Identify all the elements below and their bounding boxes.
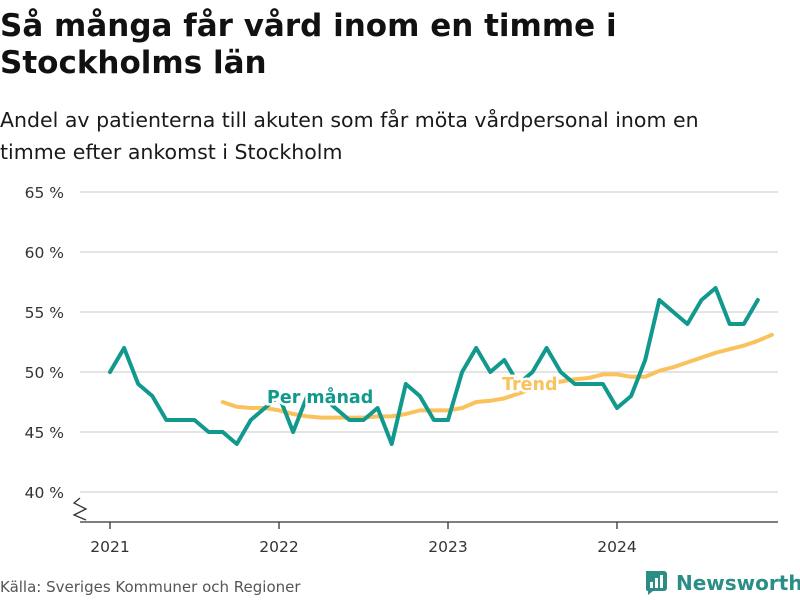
x-tick-label: 2023 <box>428 538 467 556</box>
y-tick-label: 40 % <box>25 484 64 502</box>
series-line-per-manad <box>108 286 760 446</box>
series-line-trend <box>220 332 774 420</box>
y-tick-label: 50 % <box>25 364 64 382</box>
line-chart: 40 % 45 % 50 % 55 % 60 % 65 % 2021 2022 2023 2024… <box>25 184 778 556</box>
x-tick-label: 2022 <box>259 538 298 556</box>
bar-chart-logo-icon <box>646 571 667 595</box>
source-note: Källa: Sveriges Kommuner och Regioner <box>0 578 301 596</box>
y-tick-label: 55 % <box>25 304 64 322</box>
series-label: Trend <box>502 375 558 395</box>
series-label: Per månad <box>267 386 373 408</box>
chart-title: Så många får vård inom en timme i Stockh… <box>0 8 617 81</box>
newsworthy-brand[interactable]: Newsworthy <box>644 570 800 596</box>
y-tick-label: 45 % <box>25 424 64 442</box>
brand-name: Newsworthy <box>676 571 800 595</box>
y-tick-label: 60 % <box>25 244 64 262</box>
x-tick-label: 2024 <box>597 538 636 556</box>
axis-break-icon <box>72 497 88 521</box>
x-tick-label: 2021 <box>90 538 129 556</box>
y-tick-label: 65 % <box>25 184 64 202</box>
chart-subtitle: Andel av patienterna till akuten som får… <box>0 108 699 164</box>
